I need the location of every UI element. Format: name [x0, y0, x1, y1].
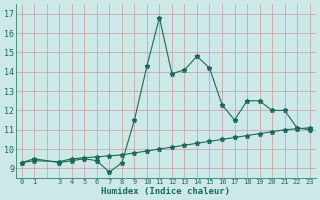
X-axis label: Humidex (Indice chaleur): Humidex (Indice chaleur): [101, 187, 230, 196]
